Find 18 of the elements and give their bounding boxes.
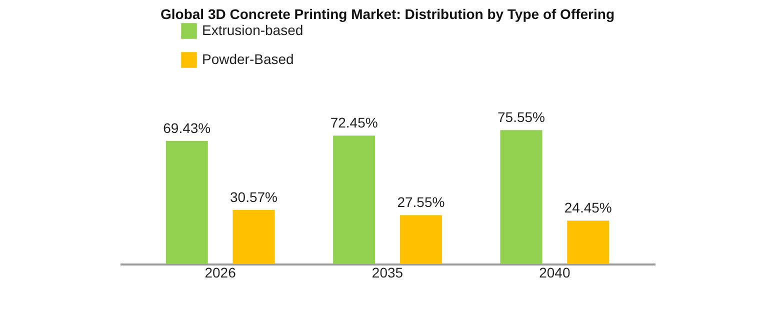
legend-label: Powder-Based [202, 51, 294, 67]
chart-title: Global 3D Concrete Printing Market: Distribution by Type of Offering [160, 6, 614, 22]
bar [500, 130, 542, 264]
bar [333, 136, 376, 264]
x-tick-label: 2035 [372, 264, 404, 280]
bar [166, 140, 208, 264]
x-tick-label: 2040 [539, 264, 570, 280]
data-label: 30.57% [230, 188, 278, 205]
data-label: 24.45% [564, 200, 612, 216]
data-label: 75.55% [498, 109, 545, 126]
data-label: 72.45% [330, 114, 378, 131]
bar [567, 220, 610, 264]
bar [232, 210, 275, 264]
legend-label: Extrusion-based [202, 22, 304, 38]
data-label: 27.55% [397, 194, 445, 210]
x-tick-label: 2026 [204, 264, 236, 280]
data-label: 69.43% [163, 120, 211, 136]
bar [400, 215, 442, 264]
